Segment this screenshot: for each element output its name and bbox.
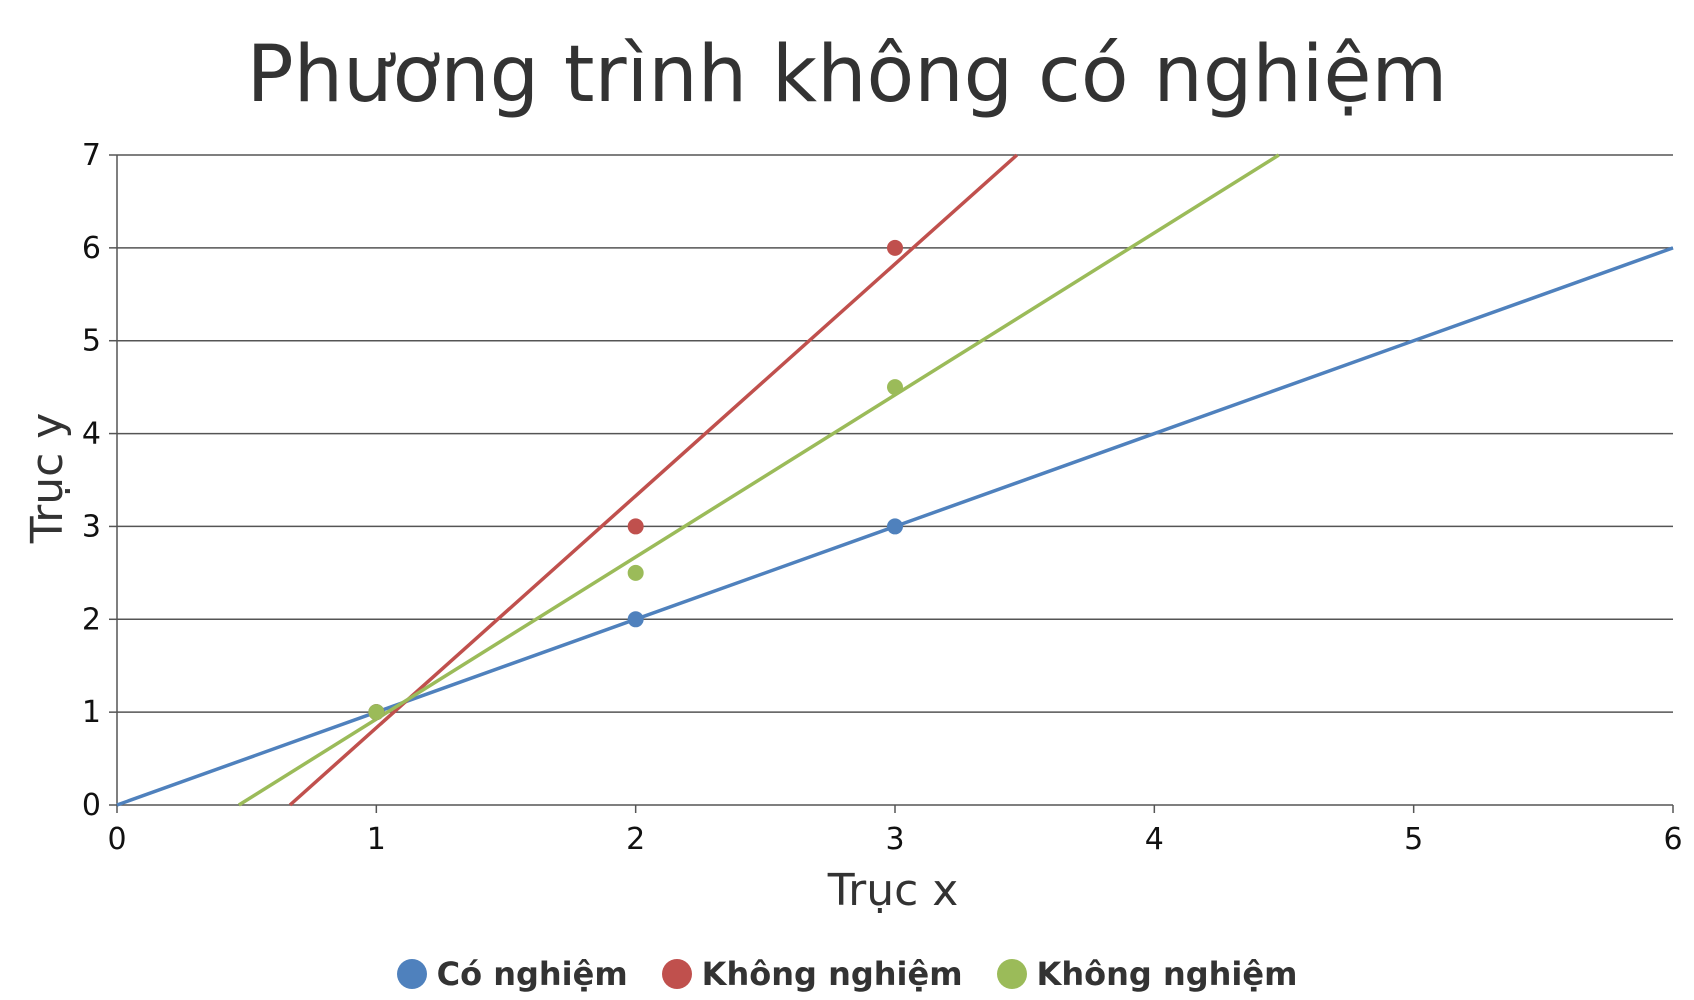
legend-marker-icon xyxy=(996,959,1027,989)
x-axis-ticks: 0 1 2 3 4 5 6 xyxy=(107,822,1682,857)
x-axis-title: Trục x xyxy=(827,865,959,916)
x-tick-label: 6 xyxy=(1663,822,1682,857)
legend: Có nghiệm Không nghiệm Không nghiệm xyxy=(0,955,1694,993)
x-tick-label: 2 xyxy=(626,822,645,857)
x-tick-label: 1 xyxy=(367,822,386,857)
y-tick-label: 4 xyxy=(82,417,101,452)
legend-label: Không nghiệm xyxy=(1036,955,1298,993)
legend-item: Không nghiệm xyxy=(661,955,963,993)
trendline-series-2 xyxy=(237,153,1280,807)
y-axis-title: Trục y xyxy=(22,413,73,545)
legend-label: Không nghiệm xyxy=(701,955,963,993)
legend-marker-icon xyxy=(661,959,692,989)
legend-label: Có nghiệm xyxy=(436,955,628,993)
trendline-series-1 xyxy=(288,153,1019,807)
y-tick-label: 1 xyxy=(82,695,101,730)
y-tick-label: 3 xyxy=(82,509,101,544)
y-tick-label: 7 xyxy=(82,138,101,173)
x-tick-label: 0 xyxy=(107,822,126,857)
data-point-series-2 xyxy=(627,564,644,581)
data-point-series-0 xyxy=(887,518,903,535)
data-point-series-1 xyxy=(887,239,903,256)
y-tick-label: 6 xyxy=(82,231,101,266)
legend-marker-icon xyxy=(396,959,427,989)
grid-lines xyxy=(117,154,1673,713)
x-tick-label: 3 xyxy=(885,822,904,857)
data-point-series-1 xyxy=(627,518,644,535)
data-point-series-2 xyxy=(887,379,903,396)
data-point-series-0 xyxy=(627,611,644,628)
legend-item: Có nghiệm xyxy=(396,955,628,993)
legend-item: Không nghiệm xyxy=(996,955,1298,993)
y-axis-ticks: 0 1 2 3 4 5 6 7 xyxy=(82,138,101,823)
axes xyxy=(109,154,1674,813)
data-point-series-2 xyxy=(368,704,385,721)
chart-title: Phương trình không có nghiệm xyxy=(246,30,1448,120)
y-tick-label: 0 xyxy=(82,788,101,823)
data-points xyxy=(368,239,903,721)
y-tick-label: 2 xyxy=(82,602,101,637)
x-tick-label: 4 xyxy=(1145,822,1164,857)
x-tick-label: 5 xyxy=(1404,822,1423,857)
y-tick-label: 5 xyxy=(82,324,101,359)
